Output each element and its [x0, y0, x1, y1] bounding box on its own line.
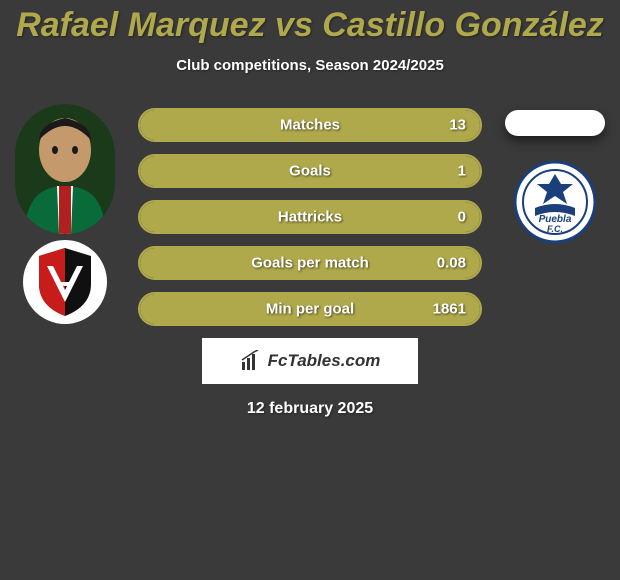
- right-player-avatar-placeholder: [505, 110, 605, 136]
- date-label: 12 february 2025: [0, 400, 620, 418]
- stat-label: Goals per match: [251, 255, 369, 272]
- comparison-area: Puebla F.C. Matches 13 Goals 1 Hattricks…: [0, 104, 620, 326]
- stat-bar: Goals 1: [138, 154, 482, 188]
- attribution-text: FcTables.com: [268, 351, 381, 371]
- stat-bar: Matches 13: [138, 108, 482, 142]
- left-club-badge: [23, 240, 107, 324]
- subtitle: Club competitions, Season 2024/2025: [0, 57, 620, 74]
- right-player-column: Puebla F.C.: [500, 104, 610, 244]
- page-title: Rafael Marquez vs Castillo González: [0, 0, 620, 45]
- svg-text:F.C.: F.C.: [547, 224, 563, 234]
- stat-bar: Goals per match 0.08: [138, 246, 482, 280]
- stat-value-right: 0: [458, 209, 466, 226]
- stat-value-right: 13: [449, 117, 466, 134]
- right-club-badge: Puebla F.C.: [513, 160, 597, 244]
- left-player-avatar: [15, 104, 115, 234]
- stat-label: Goals: [289, 163, 331, 180]
- stat-bar: Min per goal 1861: [138, 292, 482, 326]
- stat-value-right: 1861: [433, 301, 466, 318]
- stat-bars: Matches 13 Goals 1 Hattricks 0 Goals per…: [138, 104, 482, 326]
- stat-label: Min per goal: [266, 301, 354, 318]
- stat-bar: Hattricks 0: [138, 200, 482, 234]
- attribution-badge: FcTables.com: [202, 338, 418, 384]
- stat-label: Hattricks: [278, 209, 342, 226]
- chart-icon: [240, 350, 262, 372]
- left-player-column: [10, 104, 120, 324]
- stat-value-right: 1: [458, 163, 466, 180]
- stat-label: Matches: [280, 117, 340, 134]
- stat-value-right: 0.08: [437, 255, 466, 272]
